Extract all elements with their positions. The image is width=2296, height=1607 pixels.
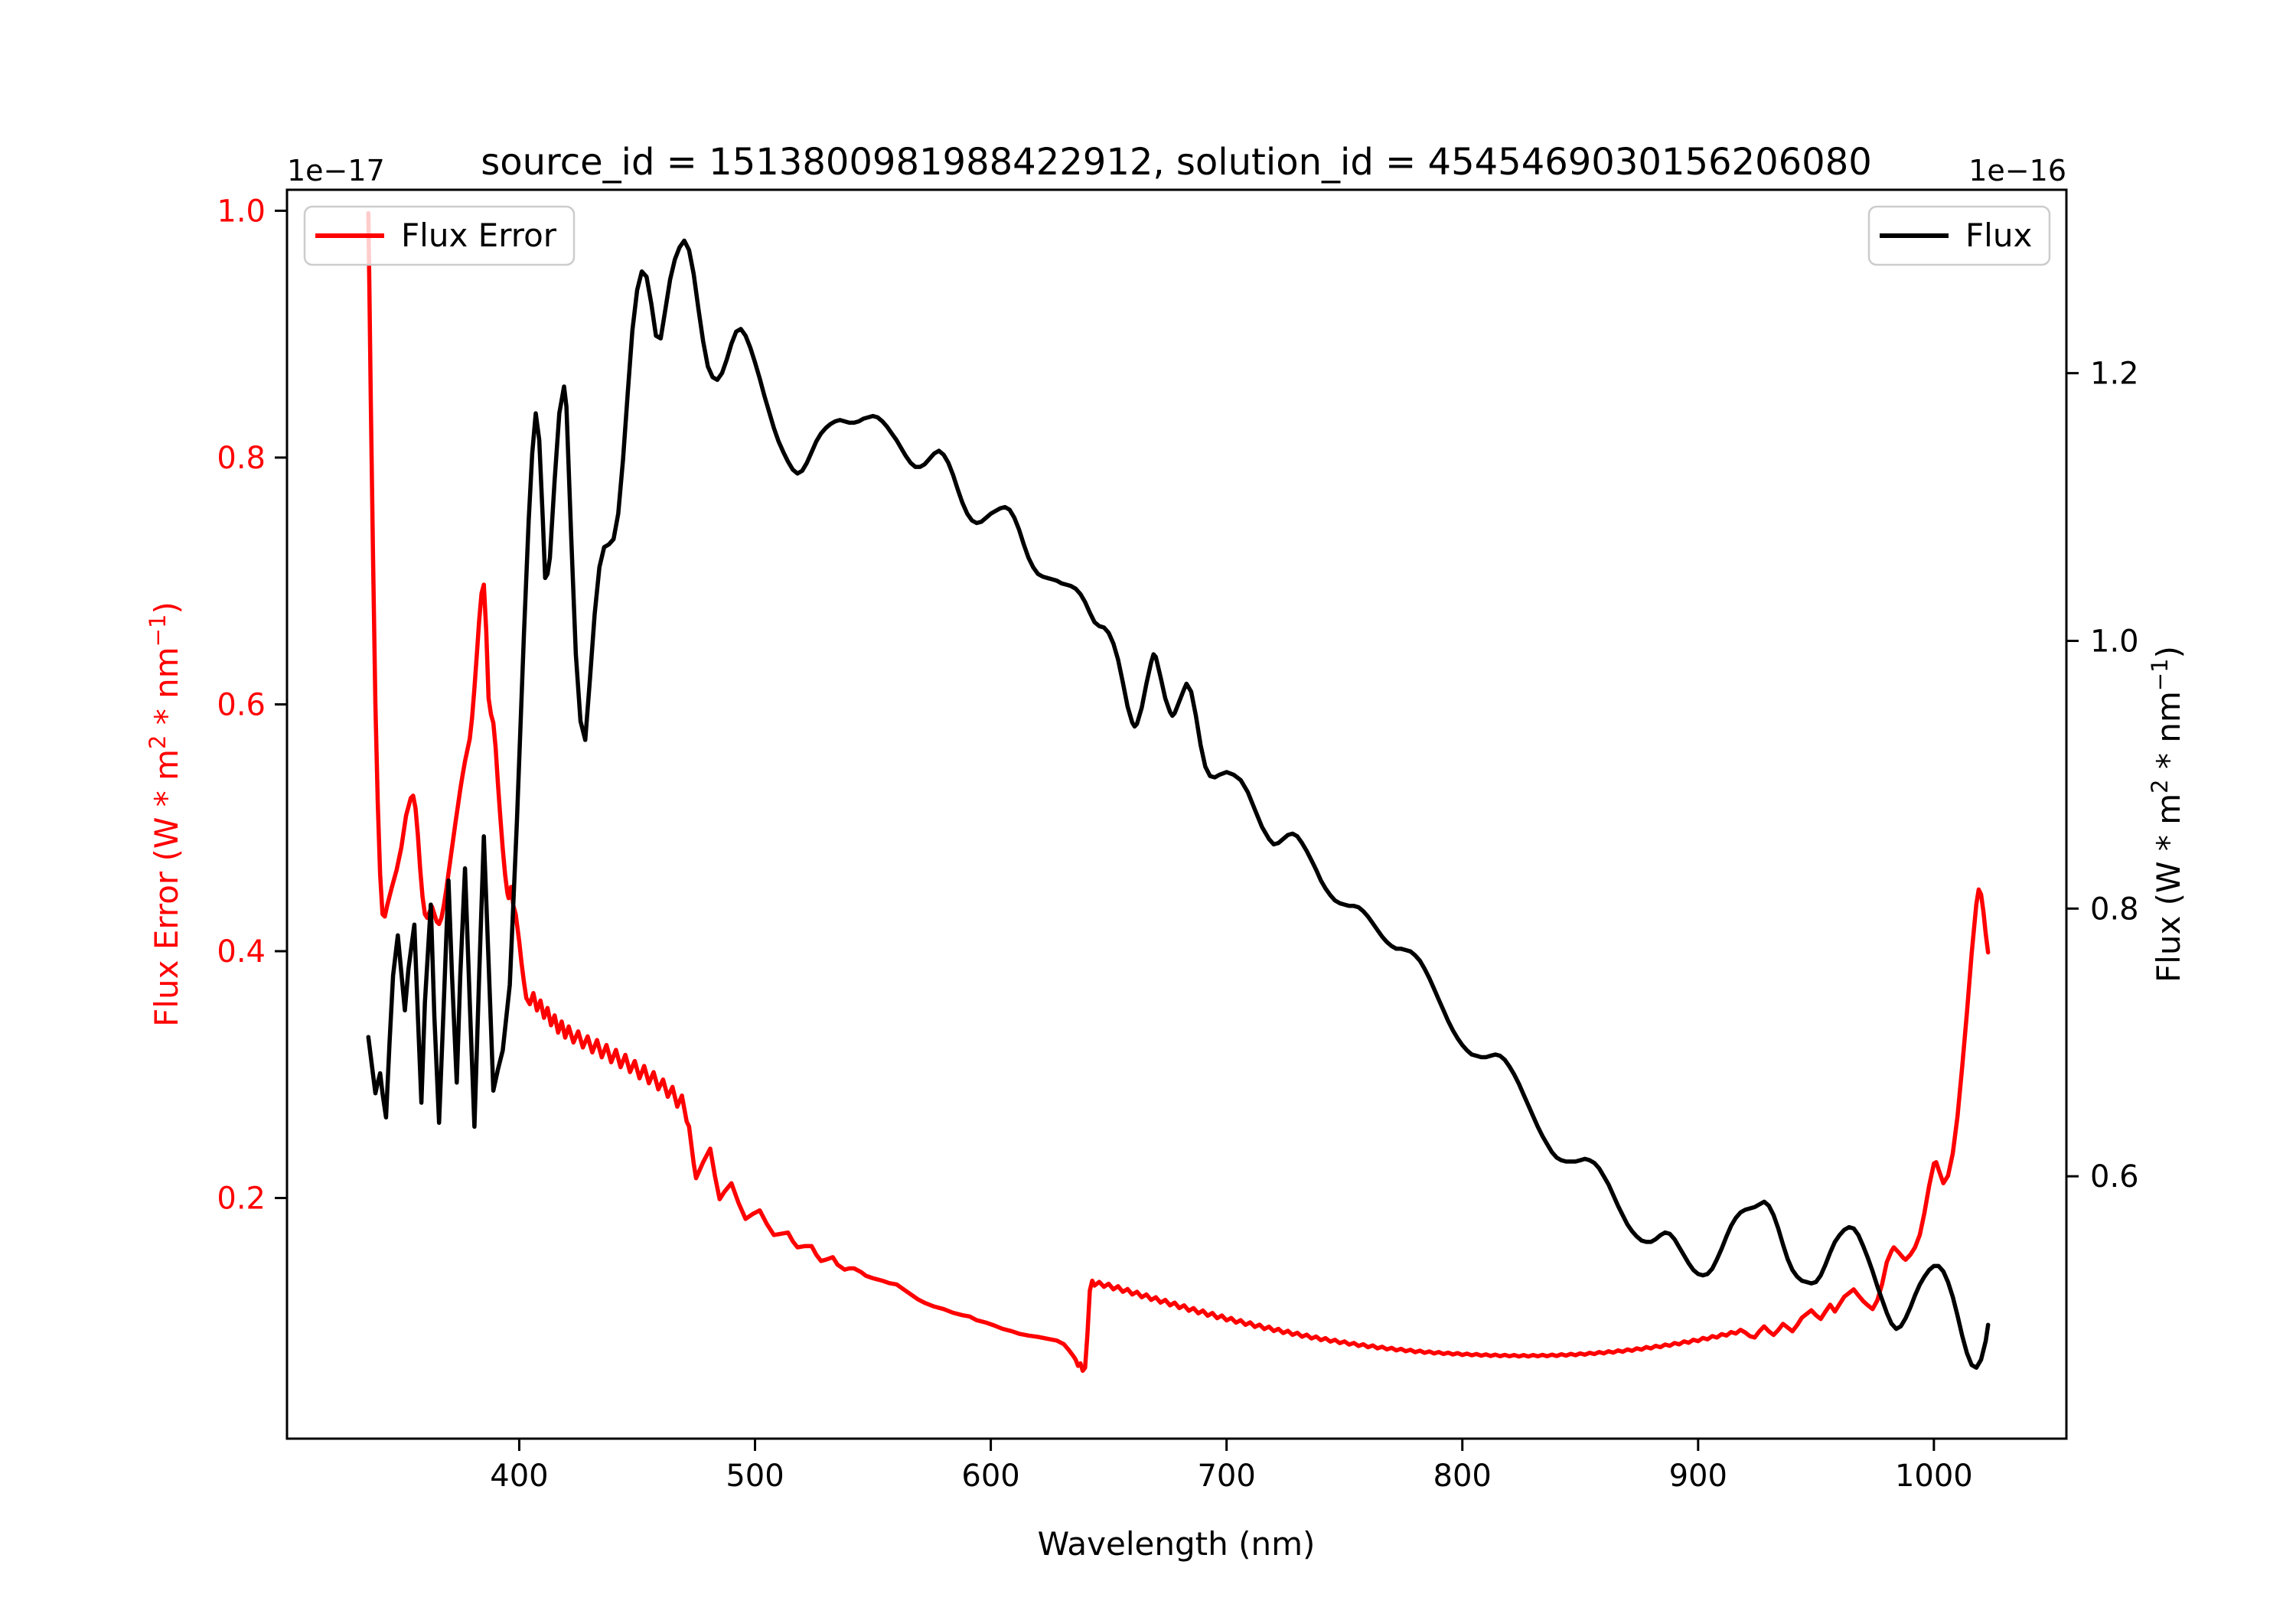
legend-flux-box [1867, 205, 2051, 266]
legend-flux-error: Flux Error [303, 205, 576, 266]
left-y-label-superscript: 2 [145, 735, 171, 749]
right-y-axis-label: Flux (W * m2 * nm−1) [2147, 646, 2187, 983]
flux-curve [366, 238, 1991, 1371]
x-tick-label: 400 [490, 1459, 548, 1494]
x-axis-label: Wavelength (nm) [1038, 1525, 1316, 1563]
left-y-tick-label: 0.4 [217, 934, 266, 970]
left-y-label-superscript2: −1 [145, 614, 171, 647]
x-tick-label: 700 [1197, 1459, 1255, 1494]
flux-error-curve [366, 210, 1991, 1374]
right-axis-offset-text: 1e−16 [1968, 154, 2066, 187]
left-y-label-mid: * nm [148, 647, 185, 735]
x-tick-label: 600 [961, 1459, 1019, 1494]
legend-flux-error-label: Flux Error [401, 217, 557, 254]
x-axis-ticks: 400 500 600 700 800 900 1000 [490, 1439, 1973, 1494]
plot-curves [366, 210, 1991, 1374]
right-y-label-superscript2: −1 [2147, 658, 2173, 691]
left-y-tick-label: 1.0 [217, 194, 266, 229]
chart-title: source_id = 1513800981988422912, solutio… [481, 141, 1872, 184]
right-y-label-superscript: 2 [2147, 779, 2173, 793]
right-y-label-mid: * nm [2150, 691, 2187, 779]
left-y-tick-label: 0.2 [217, 1182, 266, 1217]
right-y-tick-label: 1.0 [2090, 624, 2139, 659]
left-y-tick-label: 0.6 [217, 687, 266, 722]
right-axis-ticks: 0.6 0.8 1.0 1.2 [2066, 357, 2139, 1195]
left-y-label-main: Flux Error (W * m [148, 749, 185, 1027]
left-y-axis-label: Flux Error (W * m2 * nm−1) [145, 601, 185, 1027]
legend-flux-label: Flux [1965, 217, 2032, 254]
plot-area-frame [285, 188, 2068, 1440]
x-tick-label: 500 [726, 1459, 784, 1494]
left-y-tick-label: 0.8 [217, 441, 266, 476]
x-tick-label: 900 [1669, 1459, 1727, 1494]
right-y-label-main: Flux (W * m [2150, 794, 2187, 983]
x-tick-label: 800 [1433, 1459, 1492, 1494]
x-tick-label: 1000 [1895, 1459, 1973, 1494]
right-y-tick-label: 0.6 [2090, 1159, 2139, 1195]
legend-flux-error-box [303, 205, 576, 266]
right-y-tick-label: 1.2 [2090, 357, 2139, 392]
left-axis-offset-text: 1e−17 [287, 154, 385, 187]
legend-flux: Flux [1867, 205, 2051, 266]
right-y-label-suffix: ) [2150, 646, 2187, 658]
left-axis-ticks: 0.2 0.4 0.6 0.8 1.0 [217, 194, 287, 1217]
left-y-label-suffix: ) [148, 601, 185, 614]
right-y-tick-label: 0.8 [2090, 892, 2139, 927]
